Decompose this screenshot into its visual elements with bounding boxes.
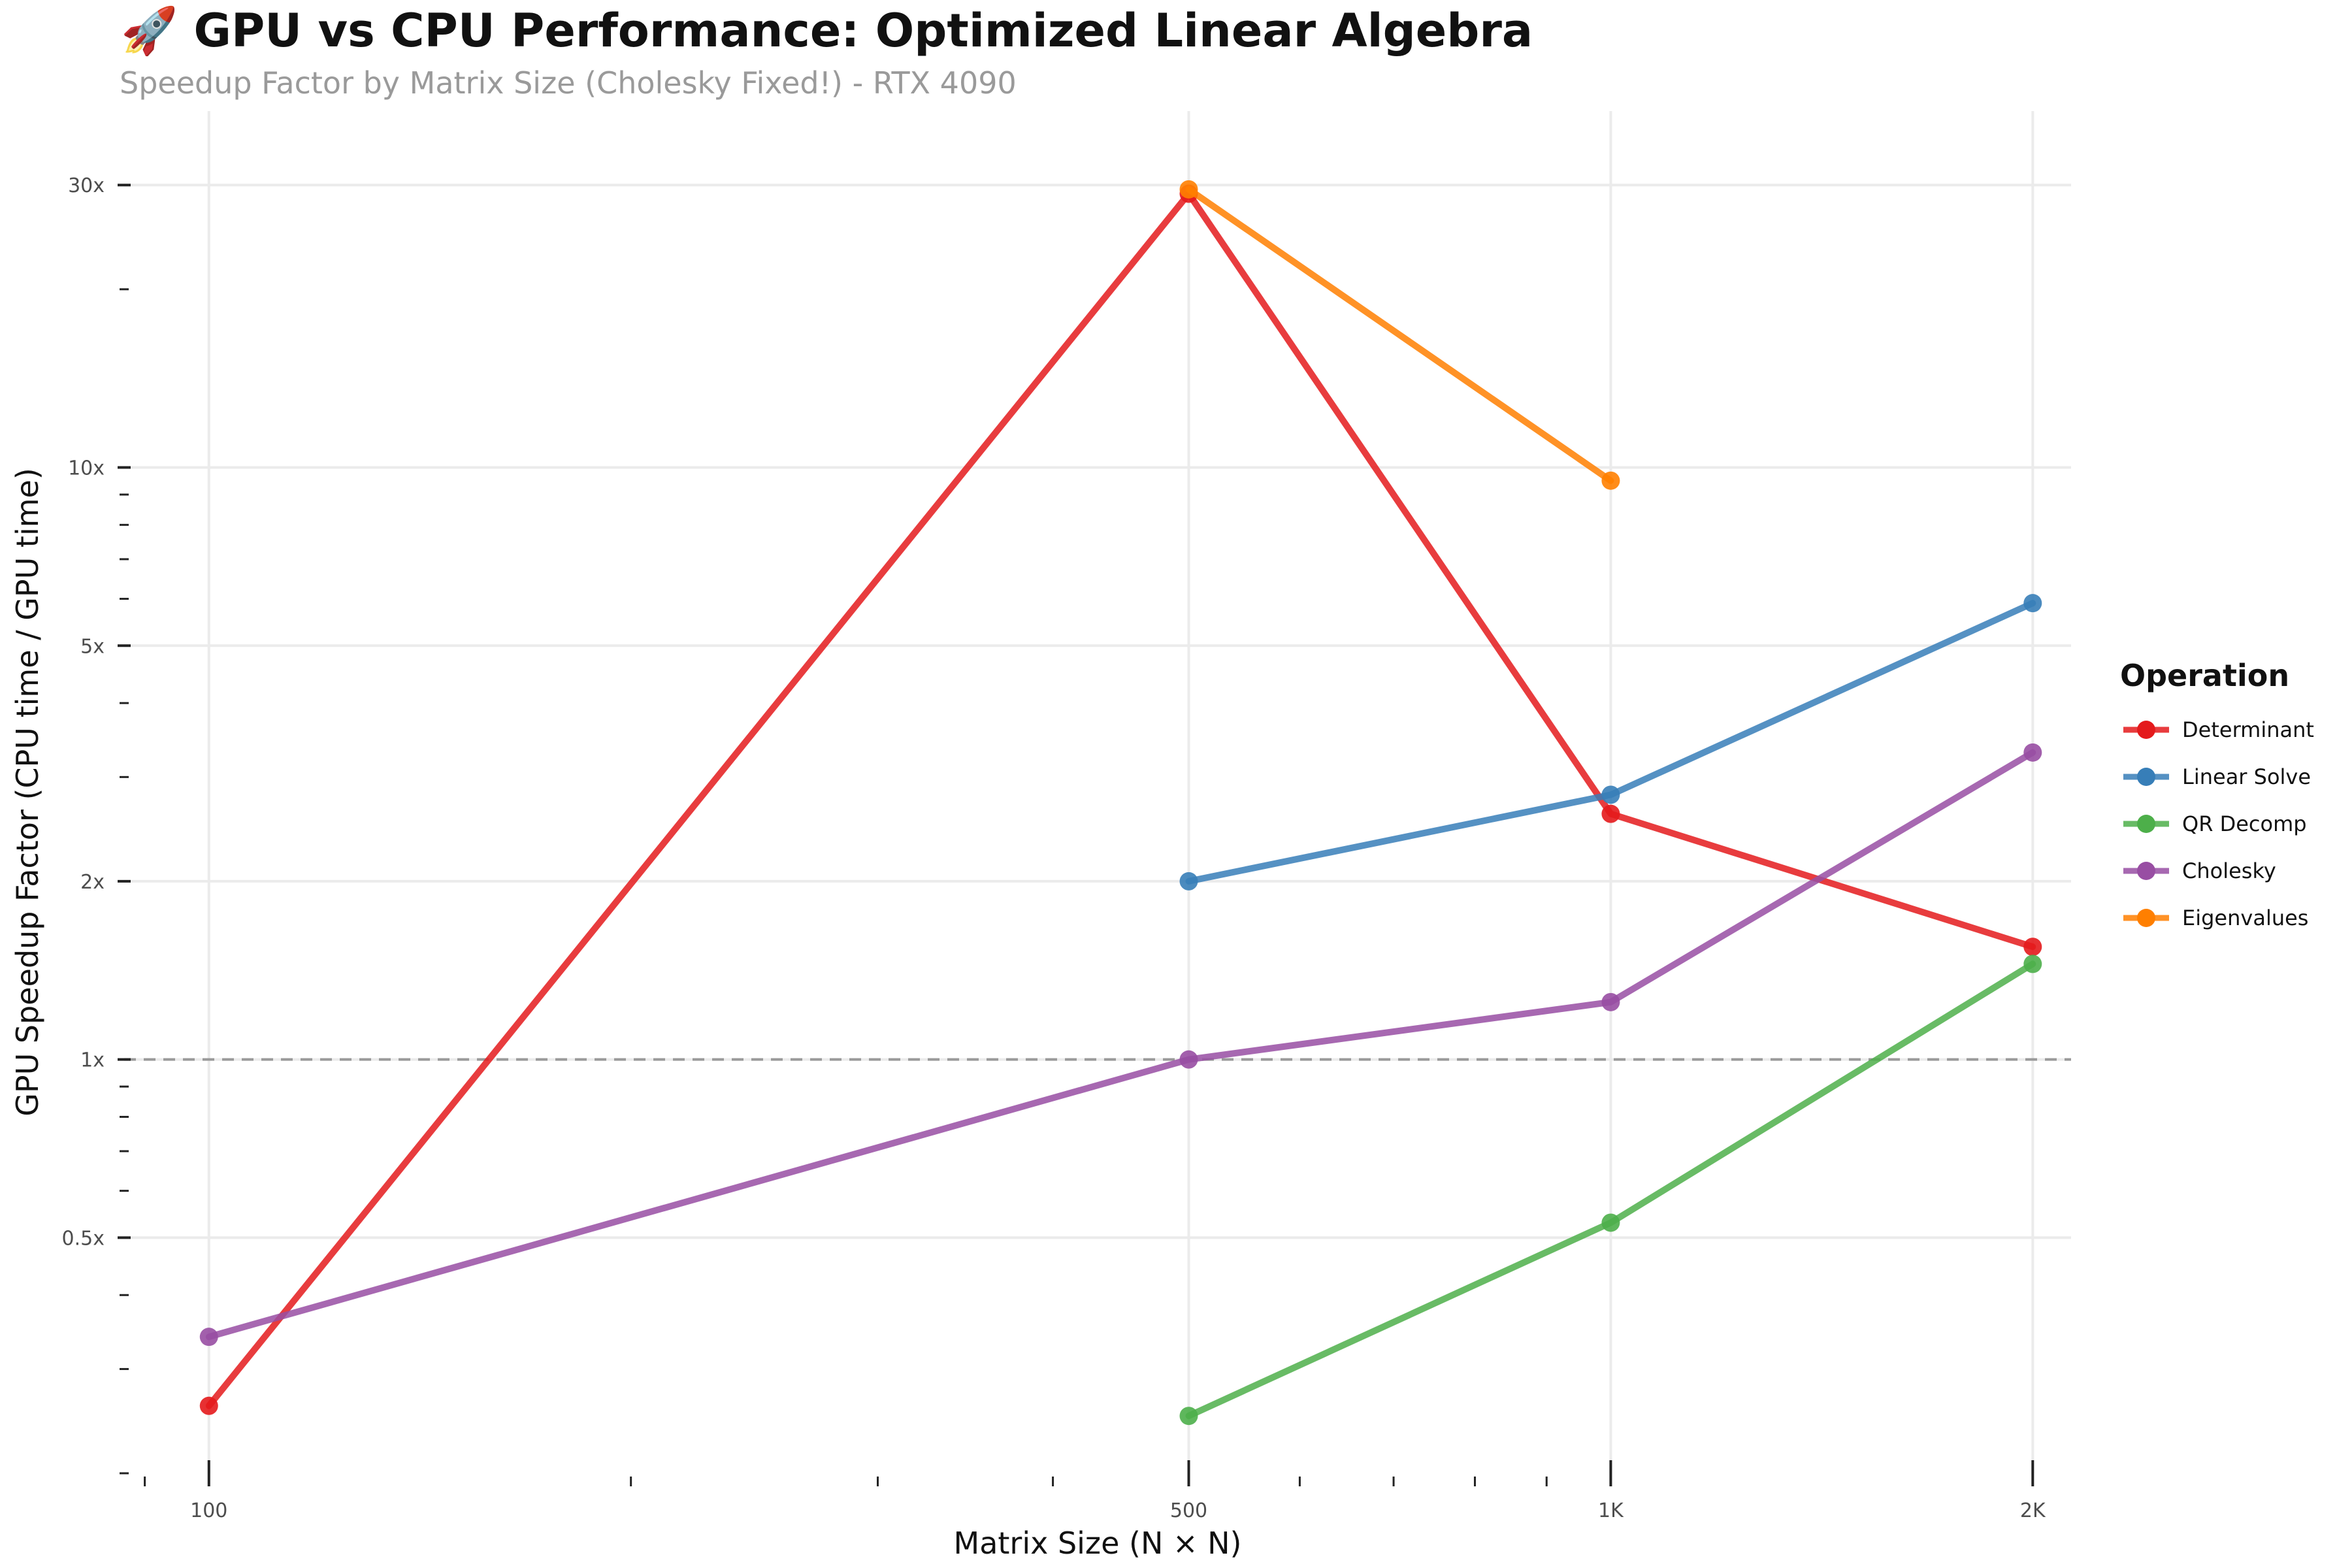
data-point-cholesky: [1179, 1050, 1198, 1069]
series-group: [199, 180, 2042, 1426]
data-point-cholesky: [2023, 743, 2042, 762]
x-tick-label: 100: [190, 1499, 227, 1522]
data-point-eigenvalues: [1601, 471, 1620, 490]
data-point-determinant: [199, 1396, 218, 1415]
data-point-qr-decomp: [1179, 1407, 1198, 1426]
axes: 0.5x 1x 2x 5x 10x 30x 100 500 1K 2K Matrix Size (N…: [10, 174, 2046, 1561]
data-point-determinant: [1601, 804, 1620, 823]
x-tick-label: 500: [1170, 1499, 1207, 1522]
chart-title: 🚀 GPU vs CPU Performance: Optimized Line…: [121, 4, 1533, 57]
x-tick-label: 1K: [1598, 1499, 1624, 1522]
legend-swatch-point-linear-solve: [2137, 768, 2155, 786]
legend-swatch-point-qr-decomp: [2137, 815, 2155, 833]
legend-title: Operation: [2120, 658, 2289, 693]
data-point-eigenvalues: [1179, 180, 1198, 199]
data-point-linear-solve: [2023, 594, 2042, 613]
y-tick-label: 10x: [68, 457, 105, 480]
series-line-cholesky: [205, 749, 2036, 1341]
legend-label-qr-decomp: QR Decomp: [2182, 811, 2307, 836]
x-axis-title: Matrix Size (N × N): [954, 1526, 1242, 1561]
legend-swatch-point-eigenvalues: [2137, 909, 2155, 927]
series-line-determinant: [205, 190, 2036, 1409]
x-tick-label: 2K: [2020, 1499, 2046, 1522]
data-point-qr-decomp: [2023, 955, 2042, 973]
y-axis-title: GPU Speedup Factor (CPU time / GPU time): [10, 468, 45, 1117]
legend-label-determinant: Determinant: [2182, 717, 2314, 742]
data-point-cholesky: [199, 1328, 218, 1347]
grid-lines: [124, 111, 2071, 1473]
legend: Operation Determinant Linear Solve QR Decom…: [2120, 658, 2314, 930]
data-point-determinant: [2023, 938, 2042, 956]
legend-swatch-point-cholesky: [2137, 862, 2155, 880]
data-point-qr-decomp: [1601, 1213, 1620, 1232]
data-point-cholesky: [1601, 992, 1620, 1011]
legend-label-linear-solve: Linear Solve: [2182, 764, 2311, 789]
data-point-linear-solve: [1601, 785, 1620, 804]
y-tick-label: 0.5x: [62, 1227, 105, 1250]
y-tick-label: 2x: [80, 871, 105, 894]
y-tick-label: 1x: [80, 1049, 105, 1072]
data-point-linear-solve: [1179, 872, 1198, 890]
legend-swatch-point-determinant: [2137, 721, 2155, 739]
series-line-eigenvalues: [1185, 186, 1614, 484]
y-tick-label: 5x: [80, 635, 105, 658]
legend-label-cholesky: Cholesky: [2182, 858, 2276, 883]
chart-subtitle: Speedup Factor by Matrix Size (Cholesky …: [120, 65, 1017, 101]
y-tick-label: 30x: [68, 174, 105, 197]
legend-label-eigenvalues: Eigenvalues: [2182, 906, 2308, 930]
